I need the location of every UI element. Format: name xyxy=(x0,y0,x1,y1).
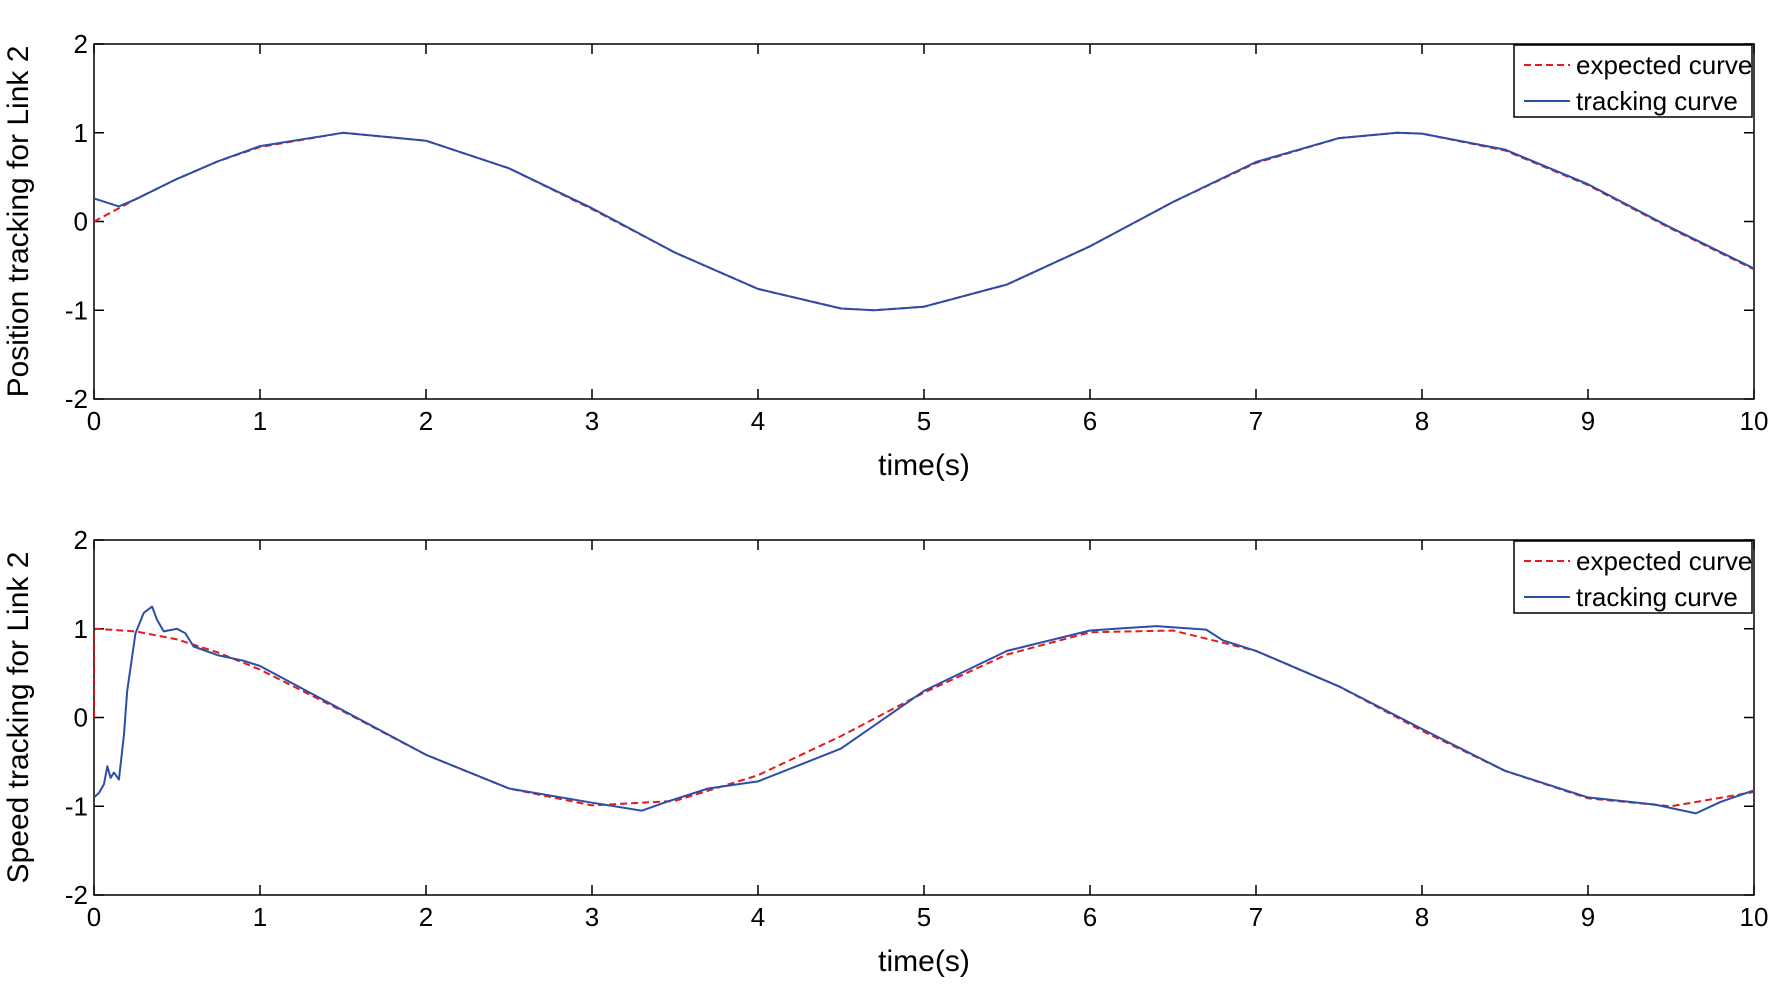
x-tick-label: 2 xyxy=(419,902,433,932)
x-tick-label: 0 xyxy=(87,902,101,932)
y-axis-label: Position tracking for Link 2 xyxy=(2,46,35,398)
y-tick-label: -1 xyxy=(65,791,88,821)
x-tick-label: 7 xyxy=(1249,406,1263,436)
x-tick-label: 9 xyxy=(1581,406,1595,436)
x-tick-label: 3 xyxy=(585,902,599,932)
x-tick-label: 4 xyxy=(751,902,765,932)
legend: expected curve tracking curve xyxy=(1513,44,1753,118)
series-line-tracking-curve xyxy=(94,131,1754,312)
legend-box xyxy=(1513,44,1753,118)
x-axis-label: time(s) xyxy=(878,945,970,978)
y-tick-label: 2 xyxy=(74,525,88,555)
x-tick-label: 0 xyxy=(87,406,101,436)
legend: expected curve tracking curve xyxy=(1513,540,1753,614)
y-tick-label: -2 xyxy=(65,880,88,910)
x-tick-label: 7 xyxy=(1249,902,1263,932)
chart-1: 0 1 2 3 4 5 6 7 8 9 10 -2 -1 0 1 2 time(s) Position track… xyxy=(2,29,1768,482)
legend-label: tracking curve xyxy=(1576,582,1738,612)
y-tick-label: 0 xyxy=(74,703,88,733)
y-tick-label: 1 xyxy=(74,614,88,644)
y-axis-label: Speed tracking for Link 2 xyxy=(2,552,35,884)
y-tick-label: -1 xyxy=(65,295,88,325)
legend-label: expected curve xyxy=(1576,50,1752,80)
x-tick-label: 9 xyxy=(1581,902,1595,932)
legend-box xyxy=(1513,540,1753,614)
x-tick-label: 6 xyxy=(1083,902,1097,932)
x-tick-label: 6 xyxy=(1083,406,1097,436)
chart-2: 0 1 2 3 4 5 6 7 8 9 10 -2 -1 0 1 2 time(s) Speed tracking… xyxy=(2,525,1768,978)
plot-frame xyxy=(93,43,1755,400)
x-tick-label: 5 xyxy=(917,902,931,932)
series-line-tracking-curve xyxy=(94,605,1754,815)
x-tick-label: 10 xyxy=(1740,406,1769,436)
legend-label: tracking curve xyxy=(1576,86,1738,116)
y-tick-label: 1 xyxy=(74,118,88,148)
x-tick-label: 1 xyxy=(253,406,267,436)
x-tick-label: 1 xyxy=(253,902,267,932)
legend-label: expected curve xyxy=(1576,546,1752,576)
y-tick-label: 2 xyxy=(74,29,88,59)
plot-frame xyxy=(93,539,1755,896)
y-tick-label: -2 xyxy=(65,384,88,414)
x-tick-label: 5 xyxy=(917,406,931,436)
series-line-expected-curve xyxy=(94,627,1754,808)
x-tick-label: 8 xyxy=(1415,406,1429,436)
x-tick-label: 4 xyxy=(751,406,765,436)
x-tick-label: 2 xyxy=(419,406,433,436)
y-tick-label: 0 xyxy=(74,207,88,237)
x-tick-label: 3 xyxy=(585,406,599,436)
x-axis-label: time(s) xyxy=(878,449,970,482)
x-tick-label: 8 xyxy=(1415,902,1429,932)
x-tick-label: 10 xyxy=(1740,902,1769,932)
